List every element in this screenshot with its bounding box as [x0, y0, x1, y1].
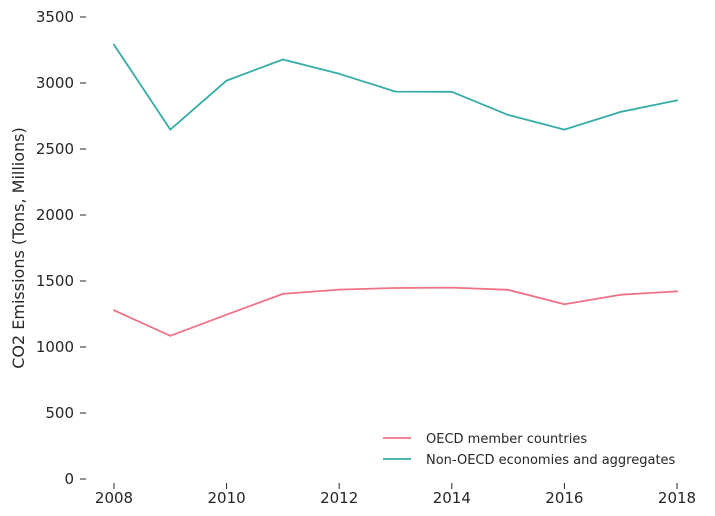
- x-tick-label: 2014: [433, 489, 471, 507]
- data-point: [563, 303, 566, 306]
- y-tick-label: 2000: [36, 206, 74, 224]
- x-axis: 2008 2010 2012 2014 2016 2018: [95, 483, 696, 507]
- data-point: [113, 43, 115, 46]
- x-tick-label: 2010: [208, 489, 246, 507]
- legend: OECD member countries Non-OECD economies …: [383, 432, 676, 468]
- data-point: [338, 72, 341, 75]
- data-point: [507, 288, 509, 291]
- data-point: [450, 286, 453, 289]
- legend-label: OECD member countries: [426, 432, 587, 447]
- y-axis: 0 500 1000 1500 2000 2500 3000 3500: [36, 8, 86, 488]
- data-point: [113, 309, 115, 312]
- data-point: [338, 288, 341, 291]
- legend-label: Non-OECD economies and aggregates: [426, 453, 676, 468]
- data-point: [676, 290, 678, 293]
- series-layer: [113, 43, 678, 337]
- data-point: [394, 287, 397, 289]
- y-tick-label: 1000: [36, 338, 74, 356]
- data-point: [282, 58, 284, 61]
- series-line-0: [113, 286, 678, 337]
- data-point: [225, 313, 228, 316]
- y-tick-label: 2500: [36, 140, 74, 158]
- data-point: [169, 128, 172, 131]
- data-point: [282, 293, 284, 295]
- data-point: [169, 334, 172, 337]
- x-tick-label: 2016: [545, 489, 583, 507]
- data-point: [507, 114, 509, 116]
- x-tick-label: 2018: [658, 489, 696, 507]
- y-tick-label: 3500: [36, 8, 74, 26]
- data-point: [450, 90, 453, 93]
- data-point: [225, 79, 228, 82]
- x-tick-label: 2008: [95, 489, 133, 507]
- x-tick-label: 2012: [320, 489, 358, 507]
- data-point: [563, 128, 566, 131]
- y-tick-label: 3000: [36, 74, 74, 92]
- data-point: [676, 99, 678, 102]
- data-point: [394, 90, 397, 93]
- series-line-1: [113, 43, 678, 131]
- y-tick-label: 1500: [36, 272, 74, 290]
- y-tick-label: 500: [45, 404, 74, 422]
- data-point: [619, 293, 622, 296]
- y-tick-label: 0: [64, 470, 74, 488]
- y-axis-title: CO2 Emissions (Tons, Millions): [9, 127, 28, 368]
- data-point: [619, 111, 622, 113]
